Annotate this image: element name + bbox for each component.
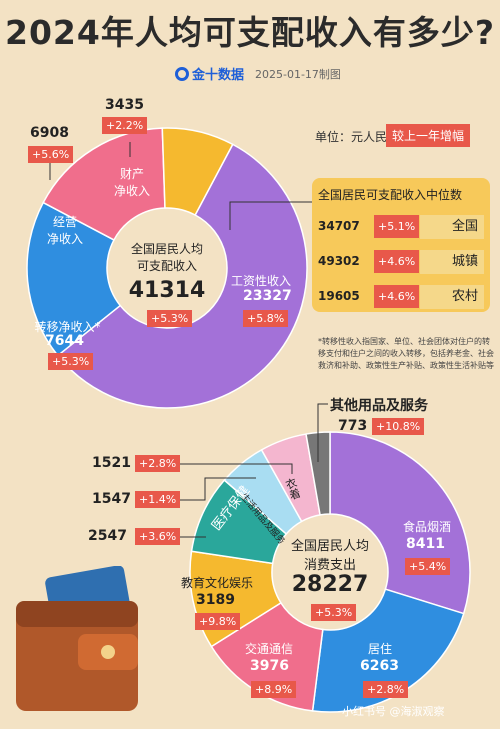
transfer-label: 转移净收入* [34, 320, 101, 334]
business-value: 6908 [30, 125, 69, 141]
leader-clothing [180, 463, 293, 474]
slice-工资性收入 [56, 143, 308, 409]
property-value: 3435 [105, 97, 144, 113]
housing-change: +2.8% [363, 681, 409, 698]
median-region: 城镇 [420, 250, 484, 274]
unit-label: 单位：元人民币 [315, 130, 400, 144]
brand-logo: 金十数据 [175, 64, 244, 83]
property-change: +2.2% [102, 117, 148, 134]
wallet-illustration [16, 566, 138, 711]
median-value: 49302 [318, 254, 360, 268]
income-total-change: +5.3% [147, 310, 193, 327]
transfer-value: 7644 [45, 333, 84, 349]
median-change: +5.1% [374, 215, 420, 238]
median-change: +4.6% [374, 250, 420, 273]
footnote: *转移性收入指国家、单位、社会团体对住户的转移支付和住户之间的收入转移，包括养老… [318, 337, 494, 370]
transport-value: 3976 [250, 658, 289, 674]
slice-其他用品及服务 [305, 431, 331, 516]
slice-经营净收入 [42, 127, 166, 241]
median-region: 全国 [420, 215, 484, 239]
median-value: 34707 [318, 219, 360, 233]
yoy-legend-chip: 较上一年增幅 [386, 124, 471, 147]
brand-name: 金十数据 [192, 68, 245, 83]
business-label-2: 净收入 [46, 232, 83, 246]
page-title: 2024年人均可支配收入有多少? [5, 13, 495, 52]
median-row: 34707 +5.1% 全国 [318, 215, 484, 239]
food-change: +5.4% [405, 558, 451, 575]
spend-center-title: 全国居民人均 消费支出 [280, 535, 380, 573]
median-region: 农村 [420, 285, 484, 309]
slice-财产净收入 [161, 127, 234, 217]
daily-change: +1.4% [135, 491, 181, 508]
daily-value: 1547 [92, 491, 131, 507]
food-label: 食品烟酒 [402, 520, 451, 534]
income-center-title-2: 可支配收入 [136, 259, 197, 273]
other-value: 773 [338, 418, 368, 434]
income-center-title-1: 全国居民人均 [130, 242, 203, 256]
median-value: 19605 [318, 289, 360, 303]
edu-change: +9.8% [195, 613, 241, 630]
wage-value: 23327 [243, 288, 292, 304]
property-label-1: 财产 [119, 167, 144, 181]
business-label: 经营 净收入 [40, 213, 90, 247]
chart-date: 2025-01-17制图 [255, 68, 341, 81]
leader-other [317, 403, 328, 462]
median-change: +4.6% [374, 285, 420, 308]
medical-change: +3.6% [135, 528, 181, 545]
business-change: +5.6% [28, 146, 74, 163]
spend-center-title-2: 消费支出 [303, 558, 356, 573]
spend-total-change: +5.3% [311, 604, 357, 621]
median-row: 19605 +4.6% 农村 [318, 285, 484, 309]
edu-value: 3189 [196, 592, 235, 608]
property-label: 财产 净收入 [112, 165, 152, 199]
slice-转移净收入* [26, 201, 122, 357]
median-row: 49302 +4.6% 城镇 [318, 250, 484, 274]
clothing-change: +2.8% [135, 455, 181, 472]
footer-credit: 小红书号 @海淑观察 [342, 705, 445, 718]
slice-居住 [311, 588, 465, 713]
edu-label: 教育文化娱乐 [180, 576, 253, 590]
spend-center-title-1: 全国居民人均 [290, 539, 369, 554]
leader-wage [229, 201, 312, 230]
medical-value: 2547 [88, 528, 127, 544]
spend-total: 28227 [291, 572, 369, 597]
income-total: 41314 [128, 278, 206, 303]
food-value: 8411 [406, 536, 445, 552]
business-label-1: 经营 [52, 215, 77, 229]
brand-icon [175, 67, 189, 81]
income-center-title: 全国居民人均 可支配收入 [113, 240, 221, 274]
other-change: +10.8% [372, 418, 425, 435]
income-donut [26, 127, 308, 409]
property-label-2: 净收入 [113, 184, 150, 198]
housing-value: 6263 [360, 658, 399, 674]
other-label: 其他用品及服务 [330, 398, 428, 414]
median-title: 全国居民可支配收入中位数 [318, 188, 463, 202]
transfer-change: +5.3% [48, 353, 94, 370]
transport-change: +8.9% [251, 681, 297, 698]
wage-change: +5.8% [243, 310, 289, 327]
transport-label: 交通通信 [244, 642, 293, 656]
wage-label: 工资性收入 [230, 274, 291, 288]
housing-label: 居住 [367, 642, 392, 656]
clothing-value: 1521 [92, 455, 131, 471]
